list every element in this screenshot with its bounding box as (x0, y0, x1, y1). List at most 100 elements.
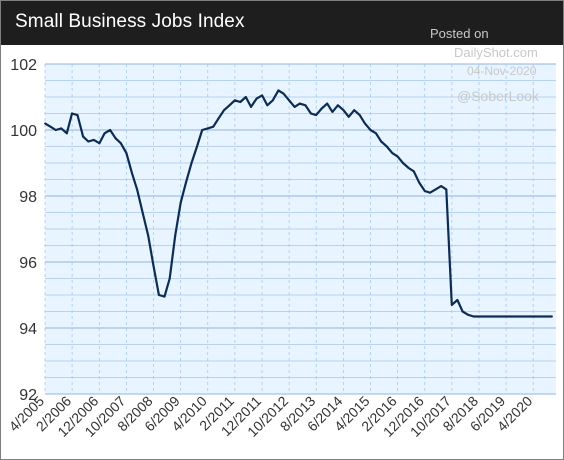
horizontal-gridlines (45, 63, 556, 395)
data-point (310, 112, 312, 115)
data-point (201, 129, 204, 131)
y-tick-label: 102 (10, 57, 37, 74)
data-point (87, 140, 90, 143)
data-point (440, 185, 443, 188)
data-point (179, 201, 182, 204)
data-point (331, 110, 334, 113)
data-point (326, 102, 329, 105)
data-point (494, 315, 497, 318)
data-point (288, 99, 291, 102)
data-points (44, 89, 553, 318)
y-tick-label: 100 (10, 123, 37, 140)
data-point (271, 99, 274, 102)
data-point (228, 104, 231, 107)
data-point (342, 109, 345, 112)
watermark-site: DailyShot.com (454, 45, 538, 60)
data-point (54, 129, 57, 131)
data-point (456, 299, 459, 301)
y-axis-ticks: 92 94 96 98 100 102 (10, 57, 37, 404)
data-point (298, 102, 301, 105)
data-point (353, 109, 356, 112)
watermark-handle: @SoberLook (457, 88, 540, 104)
data-point (244, 96, 247, 98)
data-point (233, 99, 236, 102)
data-point (532, 315, 535, 318)
data-point (489, 315, 491, 318)
data-point (526, 315, 529, 318)
data-point (434, 188, 437, 191)
data-point (92, 139, 95, 141)
data-point (49, 125, 52, 128)
data-point (119, 142, 122, 145)
data-point (103, 132, 106, 135)
data-point (114, 137, 117, 140)
data-point (423, 190, 426, 192)
data-point (98, 142, 101, 145)
data-point (152, 264, 155, 267)
data-point (548, 315, 551, 318)
data-point (206, 127, 209, 130)
data-point (445, 188, 448, 191)
data-point (551, 315, 553, 318)
data-point (196, 145, 198, 148)
data-point (136, 188, 139, 191)
x-axis-ticks: 4/20052/200612/200610/20078/20086/20094/… (6, 393, 536, 440)
data-point (540, 315, 543, 318)
data-point (483, 315, 486, 318)
data-point (71, 112, 73, 115)
data-point (510, 315, 513, 318)
watermark: Posted on DailyShot.com 04-Nov-2020 @Sob… (430, 26, 540, 104)
data-point (277, 89, 280, 92)
data-point (529, 315, 532, 318)
data-point (396, 155, 399, 158)
data-point (147, 234, 150, 237)
data-point (293, 106, 296, 108)
data-point (337, 104, 339, 107)
data-point (521, 315, 524, 318)
data-point (261, 94, 263, 97)
data-point (418, 181, 421, 184)
data-point (168, 277, 171, 280)
chart-title: Small Business Jobs Index (15, 11, 245, 32)
data-point (534, 315, 537, 318)
data-point (375, 132, 377, 135)
data-point (158, 294, 160, 296)
data-point (141, 211, 144, 214)
data-point (461, 310, 464, 313)
data-point (477, 315, 480, 318)
data-point (76, 114, 79, 117)
watermark-posted: Posted on (430, 26, 489, 41)
data-point (282, 92, 285, 95)
data-point (347, 115, 350, 118)
data-point (250, 106, 252, 108)
data-point (412, 170, 415, 173)
y-tick-label: 94 (19, 321, 37, 338)
data-point (190, 162, 193, 164)
y-tick-label: 96 (19, 255, 37, 272)
data-point (429, 191, 431, 194)
data-point (315, 114, 318, 117)
data-point (385, 145, 388, 148)
data-point (65, 132, 68, 135)
data-point (391, 152, 394, 155)
data-point (364, 122, 366, 125)
data-point (125, 152, 128, 155)
watermark-date: 04-Nov-2020 (467, 64, 537, 78)
data-point (185, 181, 187, 184)
data-point (505, 315, 508, 318)
data-point (304, 104, 307, 107)
data-point (320, 107, 323, 110)
data-point (358, 114, 361, 117)
data-point (60, 127, 63, 130)
data-point (44, 122, 46, 125)
data-point (163, 295, 166, 298)
data-point (499, 315, 502, 318)
data-point (380, 140, 383, 143)
y-tick-label: 98 (19, 189, 37, 206)
data-point (402, 162, 404, 164)
data-point (266, 104, 269, 107)
title-bar: Small Business Jobs Index (1, 1, 563, 45)
data-point (537, 315, 540, 318)
data-point (472, 315, 475, 318)
